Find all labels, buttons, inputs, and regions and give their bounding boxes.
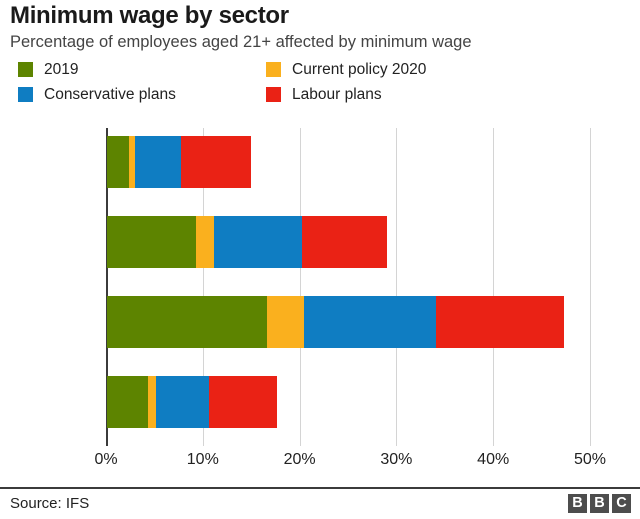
bar-segment[interactable] (156, 376, 209, 428)
bar-segment[interactable] (107, 136, 130, 188)
bar-segment[interactable] (147, 376, 157, 428)
chart-subtitle: Percentage of employees aged 21+ affecte… (10, 33, 472, 51)
x-axis-tick-label: 50% (573, 451, 607, 468)
legend-item-labour-plans[interactable]: Labour plans (266, 87, 382, 103)
bbc-logo-letter: B (590, 494, 609, 513)
source-note: Source: IFS (10, 495, 90, 512)
legend-item-current-policy-2020[interactable]: Current policy 2020 (266, 62, 426, 78)
x-axis-tick-label: 30% (380, 451, 413, 468)
bar-segment[interactable] (196, 216, 215, 268)
bar-segment[interactable] (107, 216, 197, 268)
bar-segment[interactable] (301, 216, 387, 268)
plot-area: 0%10%20%30%40%50%PublicPrivatePart timeF… (94, 128, 606, 468)
gridline (299, 128, 301, 446)
gridline (493, 128, 495, 446)
legend-label: Conservative plans (44, 86, 176, 103)
x-axis-tick-label: 20% (283, 451, 316, 468)
gridline (202, 128, 204, 446)
legend-label: Current policy 2020 (292, 61, 427, 78)
bar-group-full-time[interactable] (107, 376, 278, 428)
legend-label: 2019 (44, 61, 79, 78)
bbc-logo-letter: B (568, 494, 587, 513)
bar-segment[interactable] (129, 136, 136, 188)
legend-item-2019[interactable]: 2019 (18, 62, 78, 78)
bar-segment[interactable] (266, 296, 304, 348)
bar-segment[interactable] (107, 376, 148, 428)
gridline (396, 128, 398, 446)
legend-swatch-icon (266, 87, 281, 103)
bar-segment[interactable] (180, 136, 252, 188)
y-axis-line (106, 128, 108, 446)
legend-label: Labour plans (292, 86, 382, 103)
bar-group-private[interactable] (107, 216, 387, 268)
legend-swatch-icon (18, 87, 33, 103)
legend-item-conservative-plans[interactable]: Conservative plans (18, 87, 176, 103)
gridline (590, 128, 591, 446)
bar-segment[interactable] (135, 136, 181, 188)
bar-segment[interactable] (436, 296, 564, 348)
bbc-logo-letter: C (612, 494, 631, 513)
bar-segment[interactable] (107, 296, 267, 348)
bar-group-part-time[interactable] (107, 296, 564, 348)
x-axis-tick-label: 40% (477, 451, 510, 468)
bar-segment[interactable] (214, 216, 302, 268)
x-axis-tick-label: 0% (94, 451, 118, 468)
bar-group-public[interactable] (107, 136, 252, 188)
footer-divider (0, 487, 640, 489)
legend-swatch-icon (18, 62, 33, 78)
chart-legend: 2019 Current policy 2020 Conservative plan… (18, 62, 618, 110)
legend-swatch-icon (266, 62, 281, 78)
bar-segment[interactable] (303, 296, 437, 348)
bar-segment[interactable] (208, 376, 278, 428)
x-axis-tick-label: 10% (186, 451, 219, 468)
chart-title: Minimum wage by sector (10, 2, 289, 29)
